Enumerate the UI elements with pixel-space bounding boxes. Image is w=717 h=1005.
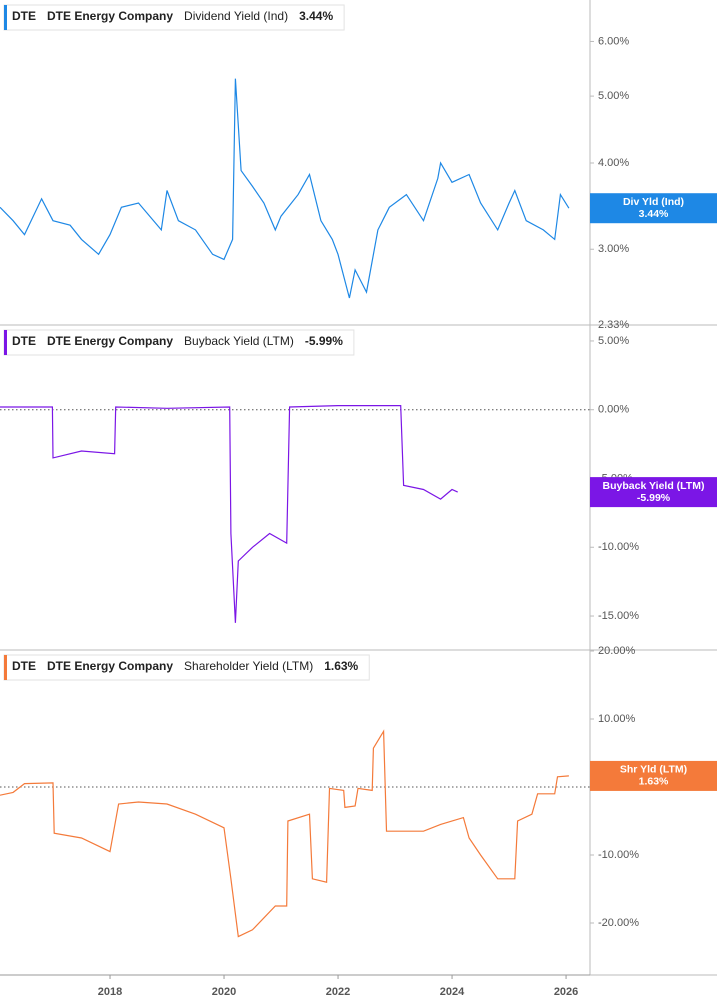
x-tick-label: 2026 [554, 986, 578, 998]
y-tick-label: 20.00% [598, 645, 636, 657]
panel: 5.00%0.00%-5.00%-10.00%-15.00%Buyback Yi… [0, 325, 717, 651]
y-tick-label: -10.00% [598, 541, 639, 553]
header-box [3, 654, 370, 681]
series-line [0, 78, 570, 299]
y-tick-label: -10.00% [598, 849, 639, 861]
header-ticker: DTE [12, 659, 36, 673]
y-tick-label: -15.00% [598, 610, 639, 622]
header-metric: Buyback Yield (LTM) [184, 334, 294, 348]
x-tick-label: 2022 [326, 986, 350, 998]
value-box-value: 3.44% [639, 208, 669, 220]
value-box [590, 760, 717, 791]
x-tick-label: 2018 [98, 986, 122, 998]
value-box-value: 1.63% [639, 776, 669, 788]
header-company: DTE Energy Company [47, 9, 173, 23]
header-ticker: DTE [12, 9, 36, 23]
value-box-name: Buyback Yield (LTM) [603, 480, 705, 492]
x-tick-label: 2020 [212, 986, 236, 998]
header-color-bar [4, 5, 7, 30]
header-metric: Dividend Yield (Ind) [184, 9, 288, 23]
series-line [0, 729, 569, 938]
value-box-name: Div Yld (Ind) [623, 196, 684, 208]
y-tick-label: 0.00% [598, 404, 629, 416]
header-value: 1.63% [324, 659, 358, 673]
header-company: DTE Energy Company [47, 334, 173, 348]
x-tick-label: 2024 [440, 986, 465, 998]
header-company: DTE Energy Company [47, 659, 173, 673]
value-box-value: -5.99% [637, 492, 671, 504]
series-line [0, 405, 458, 623]
y-tick-label: 5.00% [598, 90, 629, 102]
header-color-bar [4, 330, 7, 355]
header-value: 3.44% [299, 9, 333, 23]
y-tick-label: 10.00% [598, 713, 636, 725]
y-tick-label: 3.00% [598, 243, 629, 255]
header-color-bar [4, 655, 7, 680]
y-tick-label: 4.00% [598, 157, 629, 169]
y-tick-label: 5.00% [598, 335, 629, 347]
y-tick-label: 2.33% [598, 319, 629, 331]
value-box-name: Shr Yld (LTM) [620, 764, 687, 776]
y-tick-label: 6.00% [598, 35, 629, 47]
header-metric: Shareholder Yield (LTM) [184, 659, 313, 673]
value-box [590, 193, 717, 224]
panel: 6.00%5.00%4.00%3.00%2.33%Div Yld (Ind)3.… [0, 0, 717, 331]
header-box [3, 329, 355, 356]
header-value: -5.99% [305, 334, 343, 348]
value-box [590, 477, 717, 508]
header-ticker: DTE [12, 334, 36, 348]
y-tick-label: -20.00% [598, 917, 639, 929]
panel: 20.00%10.00%0.00%-10.00%-20.00%Shr Yld (… [0, 645, 717, 998]
